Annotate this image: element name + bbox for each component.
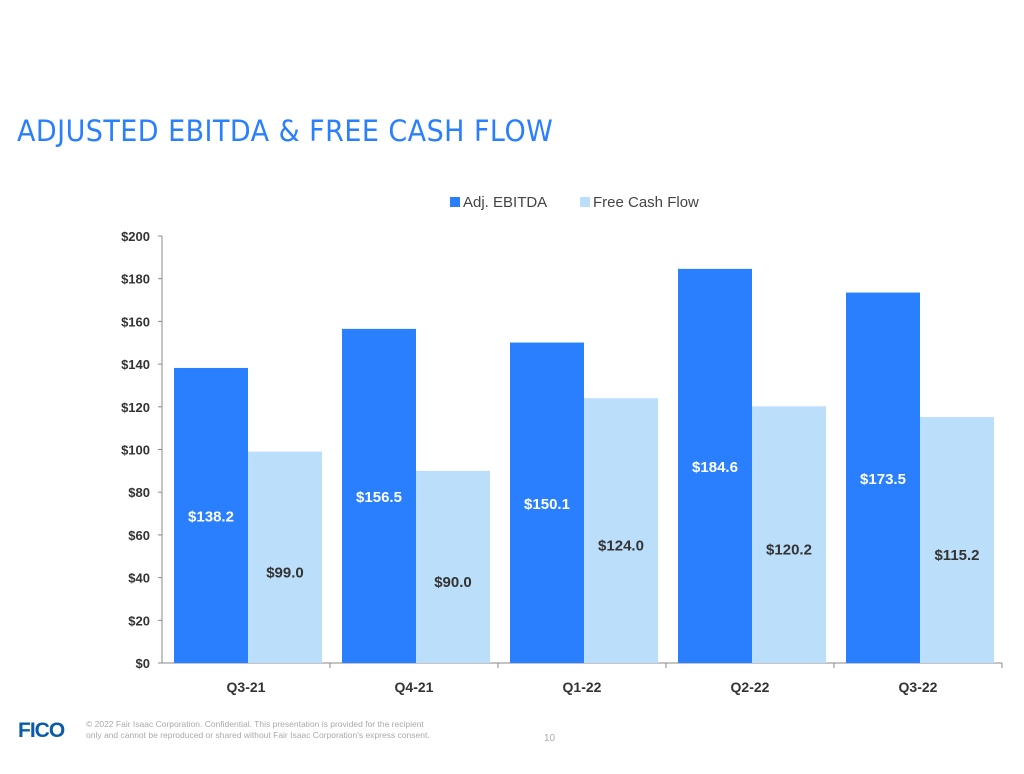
y-tick-label: $100 — [121, 443, 150, 458]
bar-adj-ebitda — [510, 342, 584, 663]
y-tick-label: $180 — [121, 272, 150, 287]
bar-free-cash-flow — [416, 470, 490, 663]
y-tick-label: $140 — [121, 357, 150, 372]
data-label: $173.5 — [860, 471, 906, 488]
y-tick-label: $120 — [121, 400, 150, 415]
bar-adj-ebitda — [174, 367, 248, 663]
bar-free-cash-flow — [248, 451, 322, 663]
bar-adj-ebitda — [846, 292, 920, 663]
fico-logo: FICO — [18, 719, 65, 742]
x-tick-label: Q1-22 — [563, 679, 602, 695]
data-label: $138.2 — [188, 508, 234, 525]
legend-label: Free Cash Flow — [593, 194, 699, 211]
data-label: $90.0 — [434, 574, 472, 591]
bar-adj-ebitda — [678, 268, 752, 663]
footer-line-2: only and cannot be reproduced or shared … — [86, 730, 430, 740]
legend-label: Adj. EBITDA — [463, 194, 547, 211]
data-label: $156.5 — [356, 489, 402, 506]
y-tick-label: $60 — [128, 528, 150, 543]
y-tick-label: $0 — [136, 656, 150, 671]
x-tick-label: Q2-22 — [731, 679, 770, 695]
x-tick-label: Q4-21 — [395, 679, 434, 695]
y-tick-label: $200 — [121, 229, 150, 244]
data-label: $184.6 — [692, 459, 738, 476]
y-tick-label: $80 — [128, 485, 150, 500]
x-tick-label: Q3-22 — [899, 679, 938, 695]
y-tick-label: $160 — [121, 314, 150, 329]
bar-free-cash-flow — [584, 398, 658, 663]
footer-disclaimer: © 2022 Fair Isaac Corporation. Confident… — [86, 719, 430, 741]
bar-free-cash-flow — [752, 406, 826, 663]
data-label: $99.0 — [266, 564, 304, 581]
data-label: $150.1 — [524, 496, 570, 513]
footer-line-1: © 2022 Fair Isaac Corporation. Confident… — [86, 719, 424, 729]
legend-swatch — [580, 197, 590, 207]
x-tick-label: Q3-21 — [227, 679, 266, 695]
bar-free-cash-flow — [920, 417, 994, 663]
legend-swatch — [450, 197, 460, 207]
data-label: $115.2 — [934, 547, 979, 564]
page-title: ADJUSTED EBITDA & FREE CASH FLOW — [17, 114, 554, 148]
y-tick-label: $40 — [128, 571, 150, 586]
bar-adj-ebitda — [342, 328, 416, 663]
data-label: $124.0 — [598, 538, 644, 555]
y-tick-label: $20 — [128, 613, 150, 628]
data-label: $120.2 — [766, 542, 812, 559]
page-number: 10 — [544, 733, 556, 744]
